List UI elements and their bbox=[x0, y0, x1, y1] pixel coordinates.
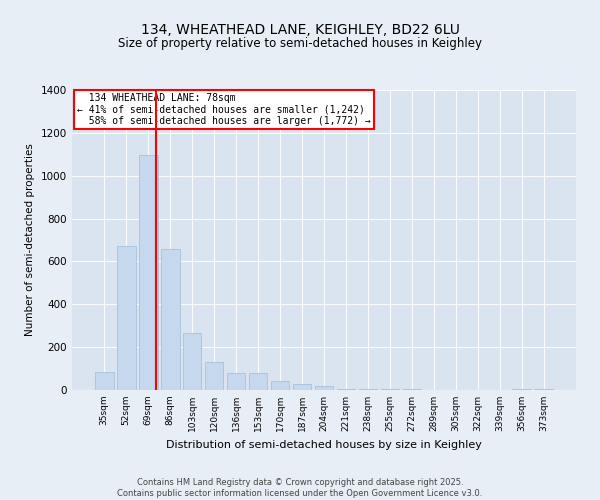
Text: 134 WHEATHEAD LANE: 78sqm
← 41% of semi-detached houses are smaller (1,242)
  58: 134 WHEATHEAD LANE: 78sqm ← 41% of semi-… bbox=[77, 93, 371, 126]
Bar bbox=[314, 386, 334, 390]
Bar bbox=[337, 389, 355, 390]
Bar bbox=[139, 156, 158, 390]
Bar bbox=[161, 248, 179, 390]
X-axis label: Distribution of semi-detached houses by size in Keighley: Distribution of semi-detached houses by … bbox=[166, 440, 482, 450]
Bar bbox=[249, 373, 268, 390]
Y-axis label: Number of semi-detached properties: Number of semi-detached properties bbox=[25, 144, 35, 336]
Bar bbox=[380, 389, 399, 390]
Bar bbox=[183, 333, 202, 390]
Bar bbox=[95, 372, 113, 390]
Bar bbox=[535, 389, 553, 390]
Text: 134, WHEATHEAD LANE, KEIGHLEY, BD22 6LU: 134, WHEATHEAD LANE, KEIGHLEY, BD22 6LU bbox=[140, 22, 460, 36]
Bar bbox=[117, 246, 136, 390]
Text: Contains HM Land Registry data © Crown copyright and database right 2025.
Contai: Contains HM Land Registry data © Crown c… bbox=[118, 478, 482, 498]
Bar bbox=[227, 373, 245, 390]
Text: Size of property relative to semi-detached houses in Keighley: Size of property relative to semi-detach… bbox=[118, 38, 482, 51]
Bar bbox=[512, 389, 531, 390]
Bar bbox=[205, 362, 223, 390]
Bar bbox=[359, 389, 377, 390]
Bar bbox=[293, 384, 311, 390]
Bar bbox=[271, 382, 289, 390]
